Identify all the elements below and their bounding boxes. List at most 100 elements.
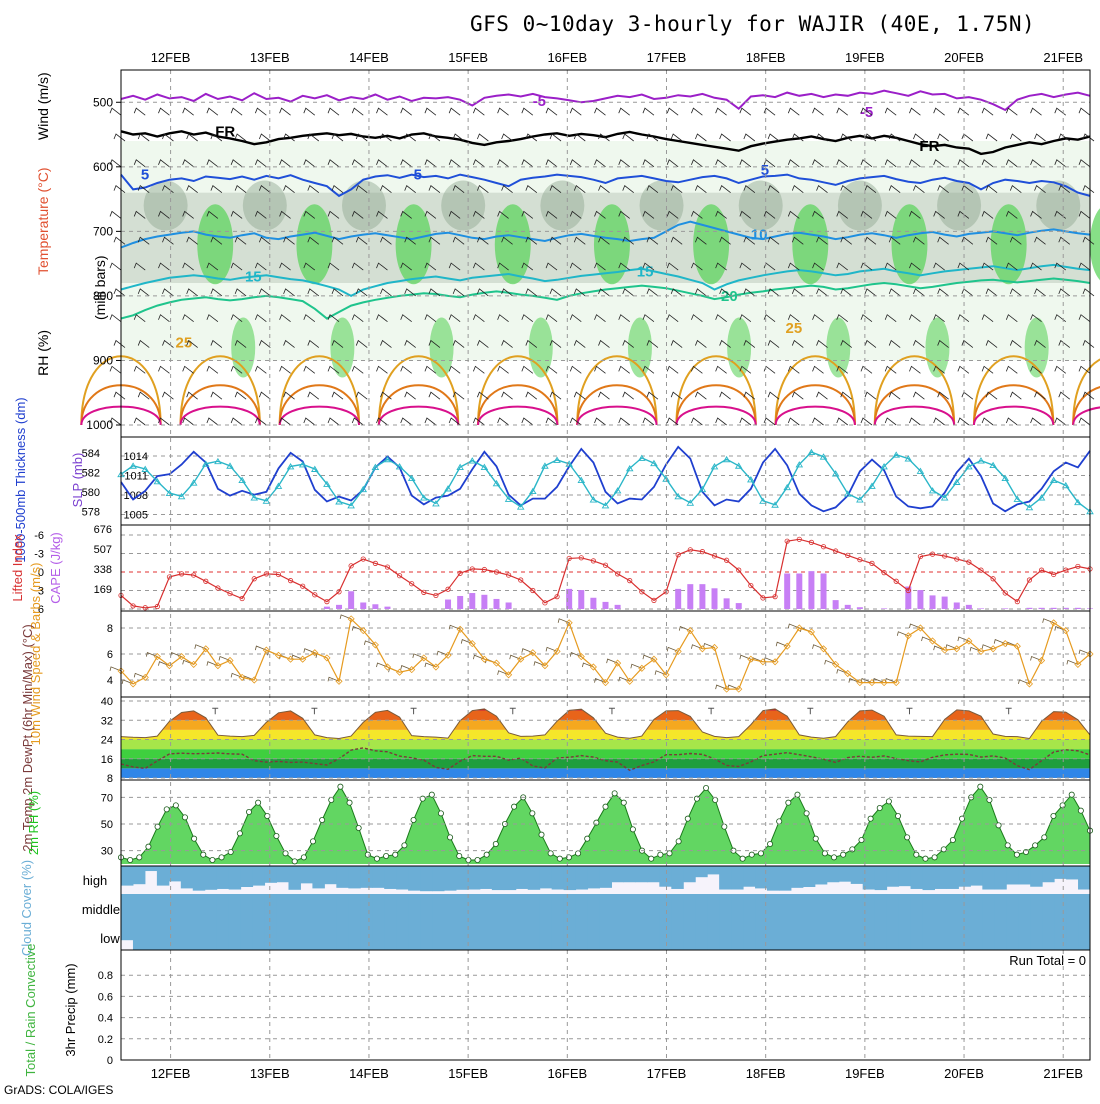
wind-speed-marker [819, 645, 828, 653]
cloud-bar-low [408, 922, 421, 950]
wind-barb [909, 365, 921, 374]
cape-bar [820, 573, 827, 609]
wind-barb [303, 262, 316, 271]
rh-marker [1068, 791, 1075, 798]
wind-barb [618, 676, 630, 682]
wind-barb [230, 365, 243, 374]
rh-marker [748, 851, 755, 858]
wind-speed-marker [396, 668, 404, 676]
cloud-bar-high [180, 866, 194, 889]
wind-barb [1082, 288, 1095, 297]
wind-barb [283, 184, 295, 193]
wind-barb [424, 107, 437, 116]
cloud-bar-middle [934, 894, 947, 922]
wind-speed-marker [153, 653, 161, 661]
cloud-bar-high [731, 866, 744, 890]
slp-marker [880, 463, 888, 470]
cape-bar [856, 607, 863, 609]
wind-barb [1078, 649, 1091, 655]
wind-barb [133, 417, 146, 426]
wind-barb [206, 107, 219, 116]
wind-speed-marker [226, 656, 234, 665]
wind-barb [327, 417, 340, 426]
wind-barb [1066, 659, 1079, 665]
wind-barb [933, 159, 945, 168]
rh-marker [355, 825, 362, 832]
wind-barb [957, 365, 970, 374]
cape-bar [808, 571, 815, 609]
wind-barb [836, 107, 848, 116]
wind-barb [545, 646, 558, 652]
cloud-bar-high [324, 866, 337, 885]
wind-barb [448, 624, 461, 630]
cloud-bar-middle [276, 894, 289, 922]
rh-marker [1050, 813, 1057, 820]
wind-barb [545, 210, 558, 219]
wind-barb [182, 365, 194, 374]
wind-barb [258, 133, 271, 142]
wind-barb [913, 133, 925, 142]
wind-barb [594, 262, 606, 271]
cape-bar [348, 591, 355, 609]
wind-barb [787, 159, 800, 168]
slp-marker [577, 476, 586, 483]
wind-barb [573, 339, 586, 348]
temperature-contour-5 [120, 173, 1091, 198]
wind-barb [691, 262, 703, 271]
wind-barb [206, 314, 219, 323]
wind-barb [428, 133, 441, 142]
wind-barb [521, 159, 534, 168]
wind-barb [549, 339, 562, 348]
wind-barb [598, 236, 610, 245]
rh-shading-blob [540, 180, 585, 231]
cloud-bar-low [360, 922, 373, 950]
wind-barb [351, 159, 364, 168]
temperature-contour-25 [972, 355, 1055, 426]
rh-axis-label: RH (%) [35, 330, 51, 376]
cloud-bar-high [623, 866, 636, 883]
temp-band [121, 729, 1090, 740]
wind-barb [206, 210, 219, 219]
wind-barb [787, 210, 800, 219]
rh-marker [584, 835, 591, 842]
cloud-panel: high middle low Cloud Cover (%) [19, 860, 1091, 956]
cloud-bar-low [743, 922, 756, 950]
cloud-bar-low [611, 922, 624, 950]
slp-marker [868, 482, 876, 489]
cloud-bar-middle [659, 894, 672, 922]
rh-moist-blob [494, 204, 531, 285]
wind-barb [133, 159, 146, 168]
cloud-bar-high [778, 866, 792, 891]
left-tick-label: 582 [82, 467, 100, 479]
wind-barb [376, 314, 388, 323]
wind-speed-marker [989, 645, 997, 653]
wind-barb [618, 365, 630, 374]
left-tick-label: 0 [38, 567, 44, 579]
cape-bar [687, 584, 694, 609]
cloud-bar-low [420, 922, 433, 950]
cloud-bar-low [144, 922, 158, 950]
cloud-bar-high [611, 866, 624, 883]
wind-speed-marker [941, 646, 949, 654]
wind-barb [497, 670, 509, 676]
wind-barb [428, 339, 441, 348]
wind-barb [896, 631, 909, 637]
precip-axis-label: 3hr Precip (mm) [63, 963, 78, 1056]
lifted-index-marker [433, 592, 439, 599]
cape-bar [360, 602, 367, 609]
rh-marker [739, 855, 746, 862]
wind-barb [327, 676, 340, 682]
wind-barb [137, 133, 150, 142]
x-tick-label-bottom: 17FEB [647, 1066, 687, 1081]
rh-marker [346, 799, 353, 806]
wind-barb [961, 339, 974, 348]
rh-marker [483, 851, 490, 858]
wind-barb [763, 210, 776, 219]
wind-barb [109, 365, 122, 374]
wind-barb [1009, 288, 1022, 297]
cloud-bar-high [228, 866, 242, 890]
wind-barb [477, 391, 489, 400]
cloud-bar-low [396, 922, 409, 950]
cloud-bar-high [336, 866, 349, 888]
slp-marker [843, 490, 852, 497]
